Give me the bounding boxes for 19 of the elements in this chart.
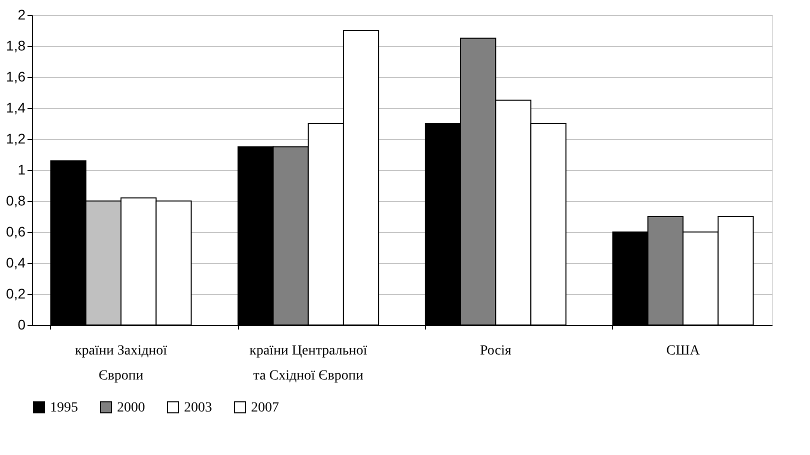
y-tick-label: 1 — [18, 162, 26, 178]
y-tick-label: 1,4 — [6, 100, 26, 116]
y-tick-label: 0,6 — [6, 224, 26, 240]
y-tick-label: 0 — [18, 316, 26, 332]
x-tick-label: Росія — [480, 344, 512, 358]
x-tick-label: країни Центральної та Східної Європи — [250, 344, 368, 384]
y-tick-label: 0,8 — [6, 192, 26, 208]
y-tick-label: 1,2 — [6, 130, 26, 146]
legend-label: 2000 — [117, 400, 145, 416]
y-tick-label: 0,4 — [6, 254, 26, 270]
x-tick-label: країни Західної Європи — [74, 344, 168, 384]
x-tick-label: США — [666, 344, 701, 358]
y-tick-label: 1,6 — [6, 68, 26, 84]
y-tick-label: 1,8 — [6, 38, 26, 54]
legend-label: 1995 — [50, 400, 78, 416]
legend-label: 2007 — [251, 400, 279, 416]
y-tick-label: 2 — [18, 6, 26, 22]
legend-label: 2003 — [184, 400, 212, 416]
y-tick-label: 0,2 — [6, 286, 26, 302]
